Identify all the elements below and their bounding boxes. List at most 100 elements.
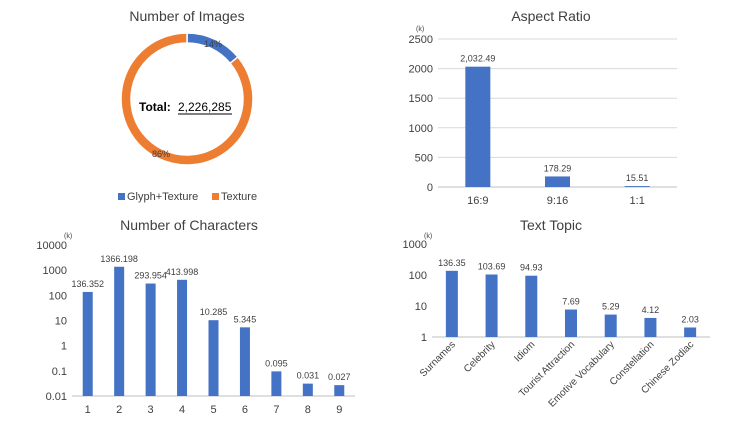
- unit-label: (k): [416, 26, 424, 33]
- bar-2: [114, 266, 125, 396]
- data-labels: 136.35 103.69 94.93 7.69 5.29 4.12 2.03: [438, 258, 699, 325]
- data-label-16-9: 2,032.49: [460, 54, 495, 64]
- data-label-4: 413.998: [166, 267, 199, 277]
- donut-slices: [120, 32, 254, 166]
- y-tick-label: 0.01: [46, 391, 67, 403]
- legend-label: Glyph+Texture: [127, 191, 198, 203]
- chart-title: Aspect Ratio: [511, 8, 591, 24]
- data-label-7: 0.095: [265, 358, 288, 368]
- chart-title: Number of Images: [129, 8, 244, 24]
- bar-9: [334, 385, 345, 396]
- chart-number-of-images: Number of Images 14% 86% Total: 2,226,285…: [118, 8, 257, 203]
- x-tick-label-8: 8: [305, 404, 311, 416]
- data-label-tourist-attraction: 7.69: [562, 297, 580, 307]
- bar-celebrity: [485, 274, 498, 337]
- unit-label: (k): [64, 233, 72, 240]
- y-tick-label: 1000: [409, 123, 433, 135]
- bar-tourist-attraction: [565, 309, 577, 337]
- bar-emotive-vocabulary: [604, 314, 617, 337]
- data-label-1-1: 15.51: [626, 173, 649, 183]
- y-tick-label: 1000: [403, 239, 427, 251]
- bars: [82, 266, 345, 396]
- y-tick-label: 2500: [409, 34, 433, 46]
- data-label-9-16: 178.29: [544, 163, 572, 173]
- bar-16-9: [465, 66, 491, 187]
- x-tick-label-celebrity: Celebrity: [462, 339, 498, 375]
- bar-8: [302, 383, 313, 396]
- chart-title: Text Topic: [520, 217, 582, 233]
- bar-9-16: [545, 176, 570, 187]
- y-tick-label: 10000: [36, 240, 67, 252]
- y-tick-labels: 0.01 0.1 1 10 100 1000 10000: [36, 240, 67, 403]
- donut-slice-labels: 14% 86%: [152, 39, 222, 159]
- data-label-5: 10.285: [200, 307, 228, 317]
- x-tick-label-9-16: 9:16: [547, 195, 568, 207]
- data-label-8: 0.031: [297, 371, 320, 381]
- total-value: 2,226,285: [178, 100, 232, 114]
- bar-3: [145, 283, 156, 396]
- slice-label-texture: 86%: [152, 149, 170, 159]
- data-label-3: 293.954: [134, 271, 167, 281]
- chart-title: Number of Characters: [120, 217, 258, 233]
- data-label-1: 136.352: [71, 279, 104, 289]
- x-tick-labels: 1 2 3 4 5 6 7 8 9: [85, 404, 343, 416]
- chart-text-topic: Text Topic (k) 1 10 100 1000 136.35 103.69 94…: [403, 217, 710, 410]
- y-tick-label: 0: [427, 182, 433, 194]
- x-tick-label-1-1: 1:1: [630, 195, 645, 207]
- x-tick-labels: 16:9 9:16 1:1: [467, 195, 645, 207]
- bar-constellation: [644, 317, 657, 337]
- x-tick-label-9: 9: [336, 404, 342, 416]
- y-tick-label: 1000: [43, 265, 67, 277]
- x-tick-label-1: 1: [85, 404, 91, 416]
- legend-marker-texture: [212, 193, 219, 200]
- y-tick-labels: 0 500 1000 1500 2000 2500: [409, 34, 433, 194]
- bar-1-1: [624, 186, 650, 187]
- y-tick-label: 100: [49, 290, 67, 302]
- y-tick-label: 1: [61, 341, 67, 353]
- chart-number-of-characters: Number of Characters (k) 0.010.111010010…: [36, 217, 355, 416]
- x-tick-label-5: 5: [210, 404, 216, 416]
- bar-1: [82, 291, 93, 396]
- total-label: Total:: [139, 100, 171, 114]
- y-tick-label: 500: [415, 152, 433, 164]
- x-tick-label-16-9: 16:9: [467, 195, 488, 207]
- data-labels: 2,032.49 178.29 15.51: [460, 54, 648, 183]
- x-tick-label-idiom: Idiom: [512, 339, 537, 364]
- bars: [465, 66, 650, 187]
- data-label-emotive-vocabulary: 5.29: [602, 302, 620, 312]
- unit-label: (k): [424, 233, 432, 240]
- legend-label: Texture: [221, 191, 257, 203]
- bar-idiom: [525, 275, 538, 337]
- bar-7: [271, 371, 282, 396]
- y-tick-label: 0.1: [52, 366, 67, 378]
- data-label-idiom: 94.93: [520, 263, 543, 273]
- bar-5: [208, 320, 219, 396]
- bar-6: [239, 327, 250, 396]
- data-label-2: 1366.198: [100, 254, 138, 264]
- data-label-9: 0.027: [328, 372, 351, 382]
- y-tick-label: 10: [55, 316, 67, 328]
- x-tick-label-7: 7: [273, 404, 279, 416]
- bars: [445, 270, 697, 337]
- y-tick-labels: 1 10 100 1000: [403, 239, 427, 344]
- y-tick-label: 2000: [409, 64, 433, 76]
- slice-label-glyph-texture: 14%: [204, 39, 222, 49]
- data-label-celebrity: 103.69: [478, 262, 506, 272]
- x-tick-label-6: 6: [242, 404, 248, 416]
- bar-4: [177, 279, 188, 396]
- data-label-constellation: 4.12: [642, 305, 660, 315]
- legend-marker-glyph-texture: [118, 193, 125, 200]
- chart-aspect-ratio: Aspect Ratio (k) 0 500 1000 1500 2000 2500 2,…: [409, 8, 677, 207]
- y-tick-label: 10: [415, 301, 427, 313]
- x-tick-label-surnames: Surnames: [418, 339, 458, 379]
- y-tick-label: 1500: [409, 93, 433, 105]
- donut-slice-texture: [120, 32, 254, 166]
- x-tick-label-3: 3: [148, 404, 154, 416]
- x-tick-label-emotive-vocabulary: Emotive Vocabulary: [547, 339, 617, 409]
- x-tick-label-4: 4: [179, 404, 185, 416]
- y-tick-label: 1: [421, 332, 427, 344]
